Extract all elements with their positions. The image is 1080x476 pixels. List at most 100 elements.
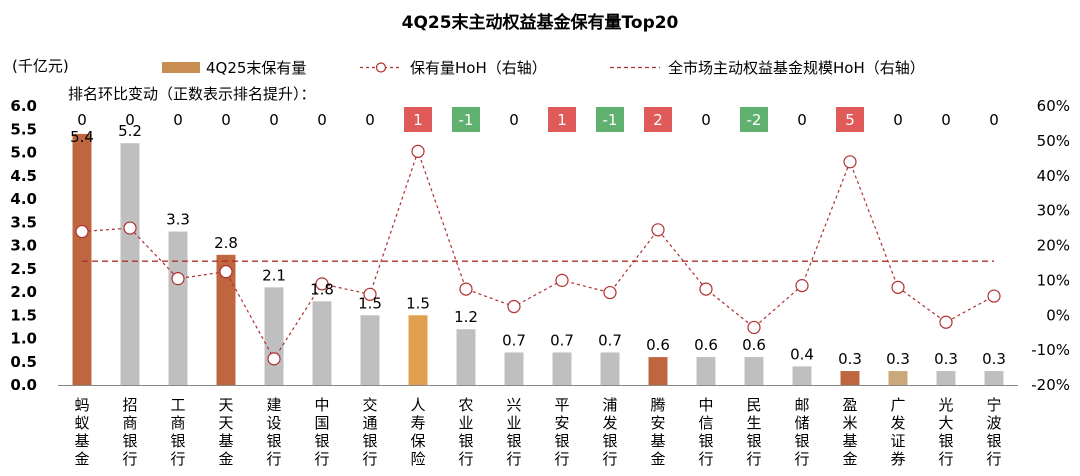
rank-change-label: 排名环比变动（正数表示排名提升）：	[68, 85, 316, 103]
hoh-point	[219, 265, 233, 279]
category-label: 工商银行	[170, 396, 185, 468]
left-axis-tick: 3.0	[10, 237, 37, 255]
bar	[312, 301, 332, 385]
hoh-point	[555, 273, 569, 287]
bar-value-label: 0.3	[838, 350, 862, 368]
category-label: 中国银行	[314, 396, 329, 468]
rank-change-value: 0	[797, 111, 807, 129]
left-axis-tick: 1.0	[10, 330, 37, 348]
bar	[600, 352, 620, 385]
bar	[360, 315, 380, 385]
bar	[888, 371, 908, 385]
bar-value-label: 2.8	[214, 234, 238, 252]
category-label: 腾安基金	[650, 396, 665, 468]
rank-change-value: 5	[845, 111, 855, 129]
bar-value-label: 0.3	[982, 350, 1006, 368]
rank-change-value: 0	[77, 111, 87, 129]
category-label: 天天基金	[218, 396, 233, 468]
bar	[744, 357, 764, 385]
left-axis: 0.0 0.5 1.0 1.5 2.0 2.5 3.0 3.5 4.0 4.5 5.0 5.5 6.0	[10, 97, 37, 394]
hoh-point	[795, 279, 809, 293]
right-axis-tick: 40%	[1037, 167, 1070, 185]
hoh-line-series	[75, 144, 1001, 366]
bar-value-label: 0.7	[550, 331, 574, 349]
category-label: 中信银行	[698, 396, 713, 468]
rank-change-value: -1	[459, 111, 474, 129]
legend-swatch-line-marker	[375, 62, 387, 73]
category-label: 浦发银行	[602, 396, 617, 468]
hoh-point	[459, 282, 473, 296]
bar-value-label: 1.5	[406, 294, 430, 312]
legend-label-reference: 全市场主动权益基金规模HoH（右轴）	[668, 59, 925, 77]
hoh-point	[171, 272, 185, 286]
right-axis-tick: -20%	[1031, 376, 1070, 394]
bar	[648, 357, 668, 385]
legend-label-line: 保有量HoH（右轴）	[410, 59, 547, 77]
bar-value-label: 0.7	[502, 331, 526, 349]
rank-change-value: 0	[269, 111, 279, 129]
hoh-point	[363, 287, 377, 301]
bar	[216, 254, 236, 385]
bar-value-label: 1.5	[358, 294, 382, 312]
bar	[264, 287, 284, 385]
category-label: 邮储银行	[794, 396, 809, 468]
bar-value-label: 2.1	[262, 266, 286, 284]
hoh-point	[747, 320, 761, 335]
category-label: 农业银行	[458, 396, 473, 468]
rank-change-value: -1	[603, 111, 618, 129]
legend: 4Q25末保有量 保有量HoH（右轴） 全市场主动权益基金规模HoH（右轴）	[162, 59, 925, 77]
hoh-point	[123, 221, 137, 235]
bar	[504, 352, 524, 385]
bar-value-label: 3.3	[166, 211, 190, 229]
rank-change-box	[644, 107, 672, 132]
right-axis-tick: 50%	[1037, 132, 1070, 150]
category-label: 人寿保险	[410, 396, 425, 468]
category-label: 广发证券	[890, 396, 905, 468]
rank-changes: 0 0 0 0 0 0 0 1 -1 0 1 -1 2 0 -2 0 5 0 0 0	[77, 107, 999, 132]
rank-change-value: 1	[413, 111, 423, 129]
bar-value-label: 1.2	[454, 308, 478, 326]
bar-value-label: 1.8	[310, 280, 334, 298]
right-axis-tick: 0%	[1046, 306, 1070, 324]
category-label: 交通银行	[362, 396, 377, 468]
hoh-point	[411, 144, 425, 158]
rank-change-value: 0	[365, 111, 375, 129]
bar	[792, 366, 812, 385]
hoh-point	[699, 282, 713, 296]
rank-change-value: 0	[221, 111, 231, 129]
right-axis: -20% -10% 0% 10% 20% 30% 40% 50% 60%	[1031, 97, 1070, 394]
hoh-point	[987, 289, 1001, 303]
rank-change-value: 0	[989, 111, 999, 129]
category-label: 蚂蚁基金	[74, 396, 89, 468]
right-axis-tick: 30%	[1037, 202, 1070, 220]
left-axis-tick: 6.0	[10, 97, 37, 115]
bar-series	[72, 133, 1004, 385]
left-axis-tick: 2.0	[10, 283, 37, 301]
bar	[936, 371, 956, 385]
rank-change-box	[836, 107, 864, 132]
rank-change-value: 0	[317, 111, 327, 129]
category-label: 宁波银行	[986, 396, 1001, 468]
category-label: 建设银行	[266, 396, 281, 468]
right-axis-tick: 60%	[1037, 97, 1070, 115]
rank-change-value: 0	[173, 111, 183, 129]
bar-value-label: 0.4	[790, 345, 814, 363]
left-axis-tick: 2.5	[10, 260, 37, 278]
left-axis-tick: 1.5	[10, 306, 37, 324]
bar-value-label: 0.6	[694, 336, 718, 354]
rank-change-value: 0	[125, 111, 135, 129]
hoh-point	[891, 280, 905, 294]
rank-change-value: 0	[509, 111, 519, 129]
bar-value-label: 5.2	[118, 122, 142, 140]
bar	[120, 143, 140, 385]
rank-change-value: 0	[941, 111, 951, 129]
left-axis-tick: 0.5	[10, 353, 37, 371]
hoh-line	[81, 149, 995, 361]
chart-title: 4Q25末主动权益基金保有量Top20	[402, 12, 679, 33]
rank-change-value: 1	[557, 111, 567, 129]
hoh-point	[843, 155, 857, 169]
hoh-point	[507, 299, 521, 314]
legend-swatch-bar	[162, 62, 200, 73]
right-axis-tick: -10%	[1031, 341, 1070, 359]
